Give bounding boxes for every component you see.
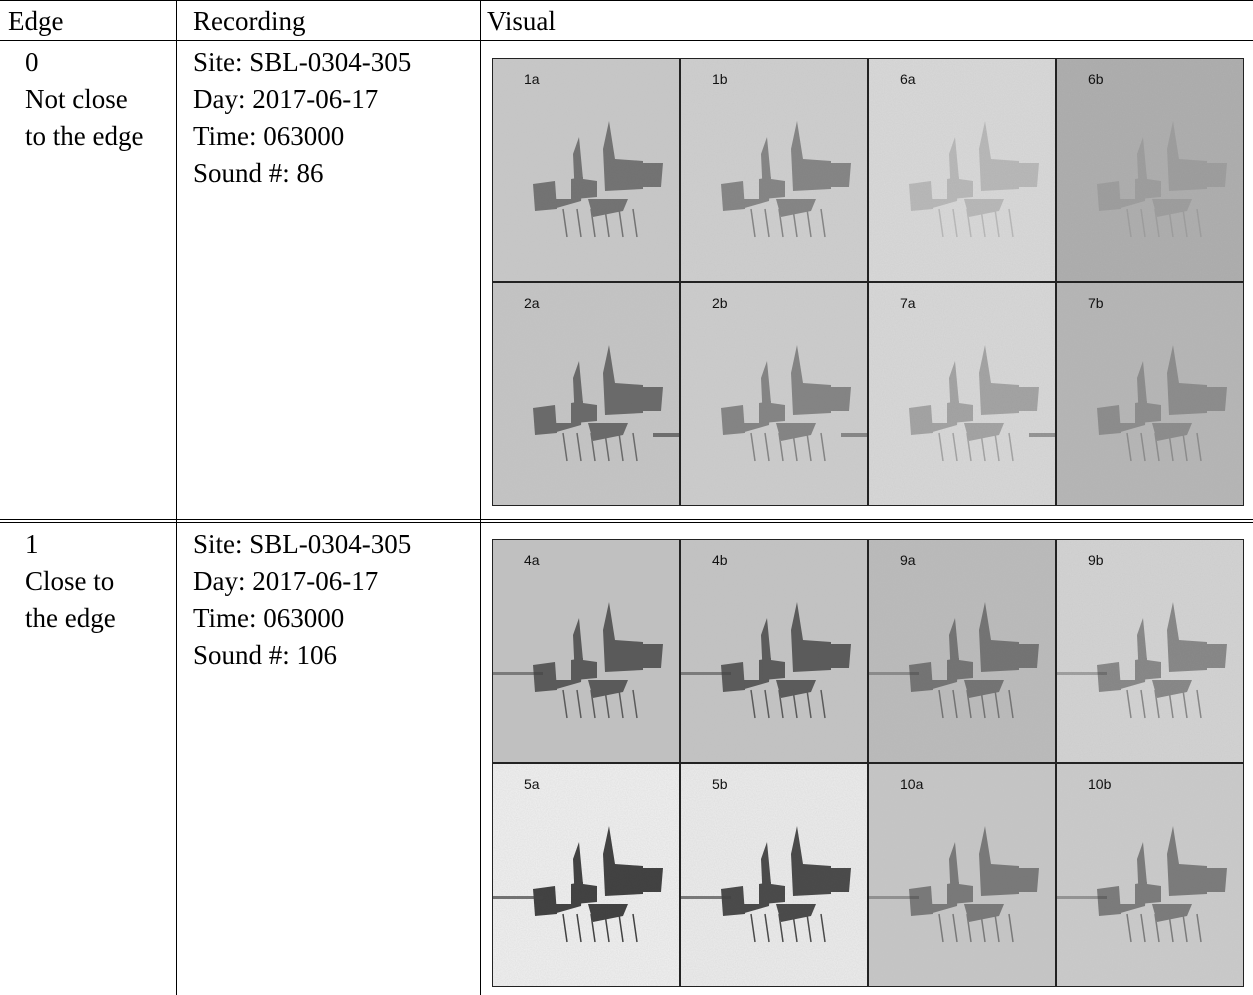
panel-label: 9b [1088, 552, 1104, 568]
header-recording: Recording [193, 6, 306, 36]
edge-value: 0 [25, 47, 39, 77]
panel-label: 7b [1088, 295, 1104, 311]
spectrogram-image [681, 59, 867, 281]
recording-site: Site: SBL-0304-305 [193, 47, 412, 77]
spectrogram-panel: 6b [1057, 59, 1243, 281]
spectrogram-image [1057, 764, 1243, 986]
panel-label: 10a [900, 776, 924, 792]
recording-sound-number: Sound #: 86 [193, 158, 324, 188]
spectrogram-panel: 9b [1057, 540, 1243, 762]
spectrogram-panel: 2a [493, 283, 679, 505]
panel-label: 5a [524, 776, 540, 792]
spectrogram-panel: 2b [681, 283, 867, 505]
spectrogram-panel: 9a [869, 540, 1055, 762]
panel-label: 1a [524, 71, 540, 87]
panel-label: 2b [712, 295, 728, 311]
column-divider-recording [480, 0, 481, 995]
spectrogram-panel: 5a [493, 764, 679, 986]
spectrogram-panel: 10b [1057, 764, 1243, 986]
recording-day: Day: 2017-06-17 [193, 84, 379, 114]
edge-description-line2: to the edge [25, 121, 144, 151]
header-row-divider [0, 40, 1253, 41]
recording-sound-number: Sound #: 106 [193, 640, 338, 670]
spectrogram-image [1057, 283, 1243, 505]
recording-day: Day: 2017-06-17 [193, 566, 379, 596]
header-edge: Edge [8, 6, 64, 36]
spectrogram-panel: 7a [869, 283, 1055, 505]
column-divider-edge [176, 0, 177, 995]
panel-label: 2a [524, 295, 540, 311]
panel-label: 4b [712, 552, 728, 568]
row-divider [0, 519, 1253, 520]
spectrogram-panel: 10a [869, 764, 1055, 986]
recording-time: Time: 063000 [193, 603, 345, 633]
panel-label: 10b [1088, 776, 1112, 792]
panel-label: 6a [900, 71, 916, 87]
panel-label: 4a [524, 552, 540, 568]
spectrogram-panel: 4b [681, 540, 867, 762]
spectrogram-image [869, 283, 1055, 505]
spectrogram-image [1057, 59, 1243, 281]
spectrogram-panel: 6a [869, 59, 1055, 281]
spectrogram-image [493, 764, 679, 986]
spectrogram-image [869, 764, 1055, 986]
header-visual: Visual [487, 6, 556, 36]
spectrogram-grid: 4a 4b 9a 9b 5a 5b 10a 10b [492, 539, 1244, 987]
panel-label: 1b [712, 71, 728, 87]
spectrogram-image [869, 59, 1055, 281]
spectrogram-image [493, 59, 679, 281]
edge-description-line2: the edge [25, 603, 116, 633]
spectrogram-image [681, 764, 867, 986]
row-divider-inner [0, 522, 1253, 523]
recording-site: Site: SBL-0304-305 [193, 529, 412, 559]
spectrogram-image [1057, 540, 1243, 762]
spectrogram-panel: 5b [681, 764, 867, 986]
spectrogram-image [493, 540, 679, 762]
spectrogram-image [869, 540, 1055, 762]
spectrogram-image [493, 283, 679, 505]
spectrogram-image [681, 283, 867, 505]
panel-label: 5b [712, 776, 728, 792]
edge-description-line1: Not close [25, 84, 128, 114]
edge-value: 1 [25, 529, 39, 559]
spectrogram-image [681, 540, 867, 762]
spectrogram-panel: 4a [493, 540, 679, 762]
spectrogram-panel: 1b [681, 59, 867, 281]
spectrogram-grid: 1a 1b 6a 6b 2a 2b 7a 7b [492, 58, 1244, 506]
table-top-border [0, 0, 1253, 1]
recording-time: Time: 063000 [193, 121, 345, 151]
panel-label: 9a [900, 552, 916, 568]
panel-label: 7a [900, 295, 916, 311]
edge-description-line1: Close to [25, 566, 115, 596]
spectrogram-panel: 7b [1057, 283, 1243, 505]
spectrogram-panel: 1a [493, 59, 679, 281]
panel-label: 6b [1088, 71, 1104, 87]
